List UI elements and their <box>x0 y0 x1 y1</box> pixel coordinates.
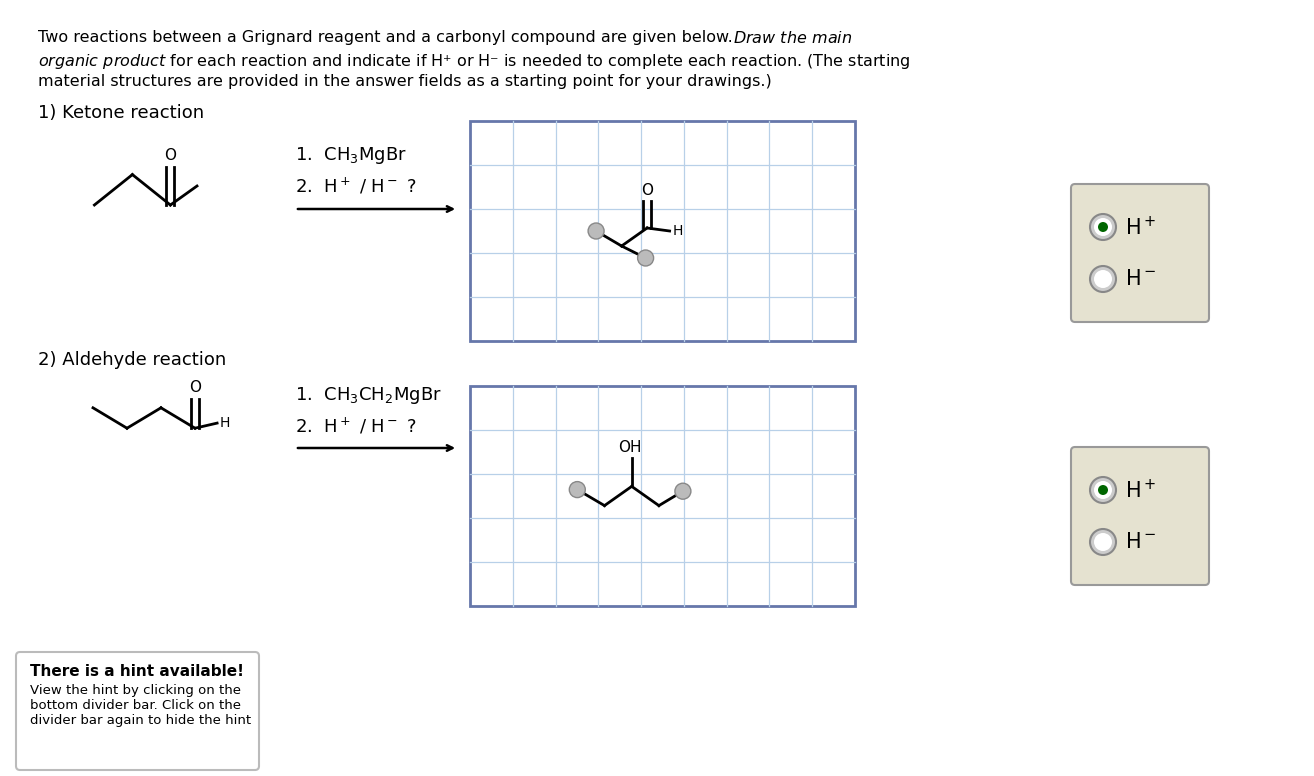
FancyBboxPatch shape <box>16 652 259 770</box>
Text: H$^+$: H$^+$ <box>1125 478 1156 501</box>
Text: material structures are provided in the answer fields as a starting point for yo: material structures are provided in the … <box>38 74 771 89</box>
Circle shape <box>1091 529 1116 555</box>
Text: There is a hint available!: There is a hint available! <box>30 664 244 679</box>
Circle shape <box>1095 270 1112 288</box>
Text: 1.  CH$_3$MgBr: 1. CH$_3$MgBr <box>296 146 407 167</box>
Circle shape <box>1091 477 1116 503</box>
Circle shape <box>1099 222 1108 232</box>
Text: O: O <box>189 380 201 395</box>
Bar <box>470 386 855 606</box>
Circle shape <box>569 482 585 497</box>
Text: 2.  H$^+$ / H$^-$ ?: 2. H$^+$ / H$^-$ ? <box>296 416 417 436</box>
Text: 1.  CH$_3$CH$_2$MgBr: 1. CH$_3$CH$_2$MgBr <box>296 386 442 407</box>
Text: H: H <box>221 416 230 430</box>
Text: 2) Aldehyde reaction: 2) Aldehyde reaction <box>38 351 226 369</box>
Text: H$^+$: H$^+$ <box>1125 216 1156 239</box>
Text: OH: OH <box>618 439 641 455</box>
FancyBboxPatch shape <box>1071 447 1209 585</box>
Text: $\mathit{organic\ product}$ for each reaction and indicate if H⁺ or H⁻ is needed: $\mathit{organic\ product}$ for each rea… <box>38 52 911 71</box>
Text: $\mathit{Draw\ the\ main}$: $\mathit{Draw\ the\ main}$ <box>733 30 853 46</box>
Circle shape <box>1095 218 1112 236</box>
Bar <box>470 121 855 341</box>
Circle shape <box>1095 481 1112 499</box>
Circle shape <box>589 223 604 239</box>
Text: H$^-$: H$^-$ <box>1125 532 1156 552</box>
Text: View the hint by clicking on the
bottom divider bar. Click on the
divider bar ag: View the hint by clicking on the bottom … <box>30 684 251 727</box>
Text: 1) Ketone reaction: 1) Ketone reaction <box>38 104 204 122</box>
Text: H: H <box>673 224 683 238</box>
Circle shape <box>637 250 653 266</box>
Text: Two reactions between a Grignard reagent and a carbonyl compound are given below: Two reactions between a Grignard reagent… <box>38 30 738 45</box>
Circle shape <box>1095 533 1112 551</box>
Circle shape <box>1091 214 1116 240</box>
Circle shape <box>1091 266 1116 292</box>
Text: O: O <box>641 183 653 198</box>
Text: 2.  H$^+$ / H$^-$ ?: 2. H$^+$ / H$^-$ ? <box>296 176 417 196</box>
Circle shape <box>1099 485 1108 495</box>
Text: H$^-$: H$^-$ <box>1125 269 1156 289</box>
Text: O: O <box>164 148 176 163</box>
FancyBboxPatch shape <box>1071 184 1209 322</box>
Circle shape <box>675 483 691 499</box>
